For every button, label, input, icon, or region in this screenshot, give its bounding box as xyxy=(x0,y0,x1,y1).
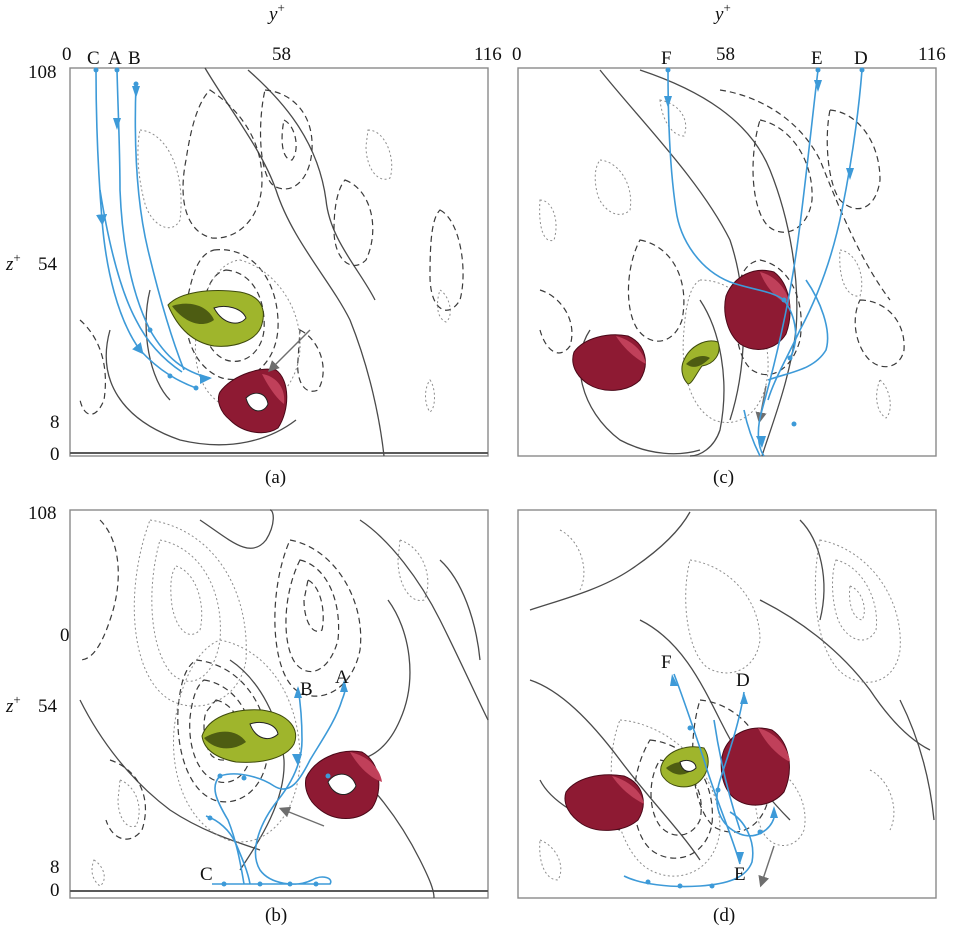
panel-d-label-f: F xyxy=(661,652,672,673)
panel-b-frame xyxy=(69,509,489,899)
panel-d-label-e: E xyxy=(734,864,746,885)
z-axis-label-bottom: z+ xyxy=(5,692,21,717)
y-axis-label-right: y+ xyxy=(713,0,731,25)
panel-c-caption: (c) xyxy=(713,467,734,488)
panel-a-contours xyxy=(79,67,464,457)
panel-b-contours xyxy=(79,509,489,899)
panel-a-caption: (a) xyxy=(265,467,286,488)
tick-z-108-top: 108 xyxy=(28,62,57,83)
panel-c-trajectories xyxy=(664,67,865,457)
tick-z-54-bottom: 54 xyxy=(38,696,58,717)
panel-c-green-vortex xyxy=(681,340,720,385)
panel-c-label-e: E xyxy=(811,48,823,69)
panel-a-trajectories xyxy=(93,67,212,391)
panel-a-label-b: B xyxy=(128,48,141,69)
panel-a-red-vortex xyxy=(217,368,288,434)
tick-panel-b-zero: 0 xyxy=(60,625,70,646)
panel-d-trajectories xyxy=(623,673,778,889)
panel-d-frame xyxy=(517,509,937,899)
panel-b-label-a: A xyxy=(335,667,349,688)
tick-z-0-bottom: 0 xyxy=(50,880,60,901)
panel-a: C A B (a) xyxy=(69,48,489,488)
tick-y-58-right: 58 xyxy=(716,44,735,65)
tick-z-8-bottom: 8 xyxy=(50,857,60,878)
tick-y-0-left: 0 xyxy=(62,44,72,65)
panel-d-red-vortex-large xyxy=(720,727,790,806)
panel-d-label-d: D xyxy=(736,670,750,691)
panel-b-label-b: B xyxy=(300,679,313,700)
panel-d-caption: (d) xyxy=(713,905,735,926)
tick-y-0-right: 0 xyxy=(512,44,522,65)
panel-b-green-vortex xyxy=(201,709,296,763)
panel-b-label-c: C xyxy=(200,864,213,885)
panel-b-gray-arrow xyxy=(278,806,325,827)
panel-c-red-vortex-small xyxy=(572,334,646,391)
panel-c-red-vortex-large xyxy=(724,269,791,350)
panel-c-contours xyxy=(539,69,905,457)
panel-b-caption: (b) xyxy=(265,905,287,926)
y-axis-label-left: y+ xyxy=(267,0,285,25)
panel-a-green-vortex xyxy=(167,290,264,347)
panel-c-label-f: F xyxy=(661,48,672,69)
panel-b-red-vortex xyxy=(305,750,382,819)
tick-y-116-right: 116 xyxy=(918,44,946,65)
tick-z-0-top: 0 xyxy=(50,444,60,465)
panel-c-label-d: D xyxy=(854,48,868,69)
panel-a-gray-arrow xyxy=(268,329,311,372)
panel-d-gray-arrow xyxy=(758,845,775,888)
tick-y-58-left: 58 xyxy=(272,44,291,65)
panel-d-red-vortex-small xyxy=(564,774,644,831)
panel-a-frame xyxy=(69,67,489,457)
panel-b-trajectories xyxy=(205,680,348,887)
panel-b: B A C (b) xyxy=(69,509,489,926)
tick-z-54-top: 54 xyxy=(38,254,58,275)
panel-d: F D E (d) xyxy=(517,509,937,926)
panel-a-label-c: C xyxy=(87,48,100,69)
z-axis-label-top: z+ xyxy=(5,250,21,275)
panel-c-frame xyxy=(517,67,937,457)
tick-z-108-bottom: 108 xyxy=(28,503,57,524)
panel-d-green-vortex xyxy=(660,746,709,788)
panel-a-label-a: A xyxy=(108,48,122,69)
tick-y-116-left: 116 xyxy=(474,44,502,65)
panel-c: F E D (c) xyxy=(517,48,937,488)
tick-z-8-top: 8 xyxy=(50,412,60,433)
